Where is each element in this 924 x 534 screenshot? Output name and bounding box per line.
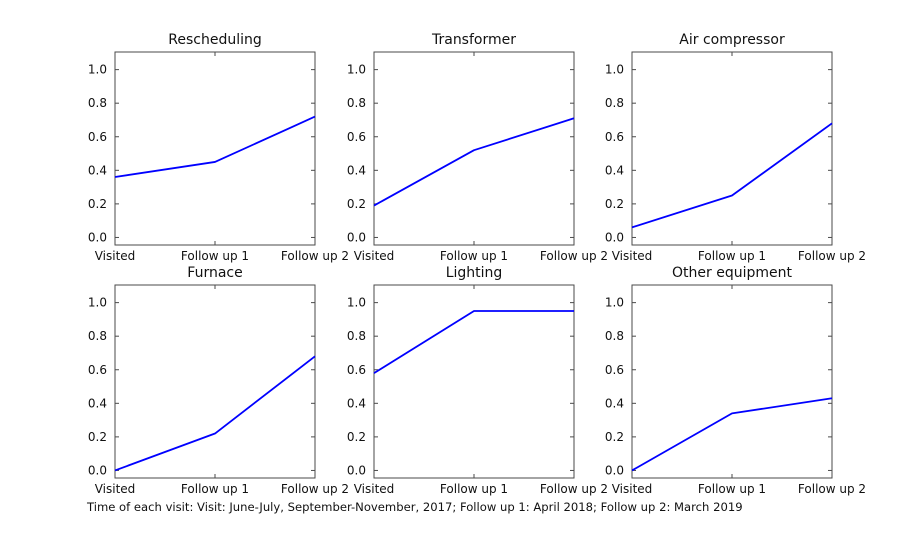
axes-frame — [631, 51, 833, 246]
data-line — [114, 115, 316, 178]
y-tick-label: 0.4 — [88, 163, 107, 177]
axes-frame — [114, 284, 316, 479]
y-tick-label: 0.6 — [605, 130, 624, 144]
y-tick-label: 1.0 — [605, 296, 624, 310]
line-chart: 0.0 0.2 0.4 0.6 0.8 1.0 Visited Follow up 1 Foll… — [605, 51, 866, 263]
x-tick-label: Follow up 1 — [698, 482, 766, 496]
y-tick-label: 0.2 — [88, 430, 107, 444]
x-tick-label: Follow up 2 — [540, 482, 608, 496]
y-tick-label: 0.8 — [605, 329, 624, 343]
axes-frame — [373, 51, 575, 246]
y-tick-label: 1.0 — [88, 63, 107, 77]
subplot-air-compressor: Air compressor 0.0 0.2 0.4 0.6 0.8 1.0 Visited… — [605, 32, 866, 263]
x-tick-label: Visited — [612, 249, 653, 263]
y-tick-label: 0.6 — [88, 363, 107, 377]
x-tick-label: Follow up 1 — [181, 249, 249, 263]
y-tick-label: 0.6 — [347, 130, 366, 144]
subplot-lighting: Lighting 0.0 0.2 0.4 0.6 0.8 1.0 Visited Follow… — [347, 265, 608, 496]
y-tick-label: 0.6 — [347, 363, 366, 377]
x-tick-label: Visited — [354, 482, 395, 496]
data-line — [373, 117, 575, 207]
y-tick-label: 0.2 — [605, 430, 624, 444]
subplot-title: Lighting — [445, 265, 503, 281]
x-tick-label: Follow up 2 — [540, 249, 608, 263]
y-tick-label: 1.0 — [347, 63, 366, 77]
y-tick-label: 1.0 — [347, 296, 366, 310]
y-tick-label: 0.6 — [88, 130, 107, 144]
y-tick-label: 0.2 — [347, 197, 366, 211]
y-tick-label: 0.2 — [347, 430, 366, 444]
x-tick-label: Visited — [354, 249, 395, 263]
x-tick-label: Visited — [95, 482, 136, 496]
y-tick-label: 0.0 — [347, 230, 366, 244]
x-tick-label: Visited — [612, 482, 653, 496]
y-tick-label: 0.8 — [347, 329, 366, 343]
x-tick-label: Follow up 1 — [440, 249, 508, 263]
y-tick-label: 0.4 — [347, 163, 366, 177]
y-tick-label: 0.0 — [605, 230, 624, 244]
y-tick-label: 0.0 — [88, 230, 107, 244]
x-tick-label: Follow up 1 — [181, 482, 249, 496]
axes-frame — [631, 284, 833, 479]
subplot-title: Air compressor — [679, 32, 785, 48]
y-tick-label: 0.4 — [605, 396, 624, 410]
figure-caption: Time of each visit: Visit: June-July, Se… — [87, 500, 743, 514]
x-tick-label: Follow up 1 — [698, 249, 766, 263]
x-tick-label: Visited — [95, 249, 136, 263]
subplot-transformer: Transformer 0.0 0.2 0.4 0.6 0.8 1.0 Visited Fol… — [347, 32, 608, 263]
y-tick-label: 0.0 — [88, 463, 107, 477]
data-line — [631, 122, 833, 229]
y-tick-label: 0.8 — [88, 96, 107, 110]
y-tick-label: 0.0 — [605, 463, 624, 477]
x-tick-label: Follow up 2 — [798, 482, 866, 496]
y-tick-label: 0.0 — [347, 463, 366, 477]
subplot-title: Other equipment — [672, 265, 792, 281]
y-tick-label: 0.8 — [347, 96, 366, 110]
y-tick-label: 0.4 — [605, 163, 624, 177]
subplot-title: Furnace — [187, 265, 243, 281]
y-tick-label: 1.0 — [88, 296, 107, 310]
subplot-title: Rescheduling — [168, 32, 262, 48]
line-chart: 0.0 0.2 0.4 0.6 0.8 1.0 Visited Follow up 1 Foll… — [347, 51, 608, 263]
x-tick-label: Follow up 1 — [440, 482, 508, 496]
axes-frame — [114, 51, 316, 246]
subplot-other-equipment: Other equipment 0.0 0.2 0.4 0.6 0.8 1.0 Visite… — [605, 265, 866, 496]
y-tick-label: 0.6 — [605, 363, 624, 377]
y-tick-label: 0.4 — [88, 396, 107, 410]
line-chart: 0.0 0.2 0.4 0.6 0.8 1.0 Visited Follow up 1 Foll… — [605, 284, 866, 496]
y-tick-label: 1.0 — [605, 63, 624, 77]
line-chart: 0.0 0.2 0.4 0.6 0.8 1.0 Visited Follow up 1 Foll… — [347, 284, 608, 496]
axes-frame — [373, 284, 575, 479]
y-tick-label: 0.4 — [347, 396, 366, 410]
line-chart: 0.0 0.2 0.4 0.6 0.8 1.0 Visited Follow up 1 Foll… — [88, 284, 349, 496]
data-line — [114, 355, 316, 472]
y-tick-label: 0.2 — [88, 197, 107, 211]
data-line — [631, 397, 833, 472]
x-tick-label: Follow up 2 — [281, 482, 349, 496]
x-tick-label: Follow up 2 — [798, 249, 866, 263]
subplot-furnace: Furnace 0.0 0.2 0.4 0.6 0.8 1.0 Visited Follow … — [88, 265, 349, 496]
subplot-title: Transformer — [431, 32, 516, 48]
y-tick-label: 0.8 — [605, 96, 624, 110]
line-chart: 0.0 0.2 0.4 0.6 0.8 1.0 Visited Follow up 1 Foll… — [88, 51, 349, 263]
x-tick-label: Follow up 2 — [281, 249, 349, 263]
subplot-rescheduling: Rescheduling 0.0 0.2 0.4 0.6 0.8 1.0 Visited Fo… — [88, 32, 349, 263]
y-tick-label: 0.2 — [605, 197, 624, 211]
y-tick-label: 0.8 — [88, 329, 107, 343]
data-line — [373, 310, 574, 374]
